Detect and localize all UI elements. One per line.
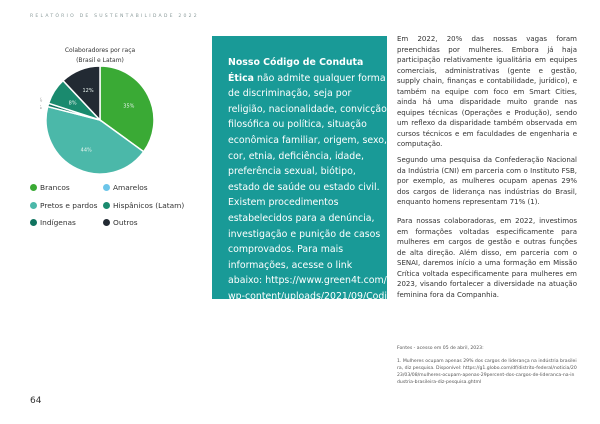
pie-label: 1%: [40, 97, 43, 103]
legend-swatch: [30, 202, 37, 209]
legend-item: Amarelos: [103, 183, 148, 192]
sources: Fontes - acesso em 05 de abril, 2023: 1.…: [397, 345, 577, 386]
code-of-conduct-box: Nosso Código de Conduta Ética não admite…: [212, 36, 387, 333]
sources-title: Fontes - acesso em 05 de abril, 2023:: [397, 346, 484, 351]
chart-title: Colaboradores por raça (Brasil e Latam): [40, 46, 160, 66]
pie-slice-brancos: [99, 65, 155, 153]
legend-swatch: [103, 219, 110, 226]
pie-label: 12%: [83, 88, 94, 94]
paragraph: Em 2022, 20% das nossas vagas foram pree…: [397, 35, 577, 148]
legend-label: Hispânicos (Latam): [113, 201, 185, 210]
legend-swatch: [103, 202, 110, 209]
legend-item: Outros: [103, 218, 138, 227]
legend-item: Pretos e pardos: [30, 201, 97, 210]
box-text: não admite qualquer forma de discriminaç…: [228, 72, 387, 287]
pie-label: 0%: [40, 105, 42, 111]
report-header: RELATÓRIO DE SUSTENTABILIDADE 2022: [30, 14, 199, 19]
page-number: 64: [30, 396, 42, 406]
paragraph: Para nossas colaboradoras, em 2022, inve…: [397, 217, 577, 299]
legend-label: Pretos e pardos: [40, 201, 98, 210]
legend-swatch: [30, 184, 37, 191]
pie-label: 8%: [69, 101, 77, 107]
code-of-conduct-link[interactable]: https://www.green4t.com/wp-content/uploa…: [228, 275, 387, 334]
legend-label: Indígenas: [40, 218, 76, 227]
pie-label: 35%: [123, 103, 134, 109]
legend-label: Amarelos: [113, 183, 148, 192]
box-heading: Nosso Código de Conduta Ética: [228, 57, 364, 84]
legend-swatch: [30, 219, 37, 226]
legend-swatch: [103, 184, 110, 191]
chart-title-line: (Brasil e Latam): [76, 57, 124, 64]
pie-label: 44%: [81, 147, 92, 153]
pie-chart: 35% 44% 0% 1% 8% 12%: [40, 65, 155, 175]
paragraph: Segundo uma pesquisa da Confederação Nac…: [397, 156, 577, 206]
legend-item: Hispânicos (Latam): [103, 201, 184, 210]
legend-label: Brancos: [40, 183, 70, 192]
pie-slice-pretos-e-pardos: [45, 105, 145, 175]
legend-label: Outros: [113, 218, 138, 227]
legend-item: Brancos: [30, 183, 70, 192]
source-item[interactable]: 1. Mulheres ocupam apenas 29% dos cargos…: [397, 359, 577, 385]
chart-title-line: Colaboradores por raça: [64, 47, 136, 54]
legend-item: Indígenas: [30, 218, 76, 227]
pie-slice-outros: [61, 65, 101, 122]
